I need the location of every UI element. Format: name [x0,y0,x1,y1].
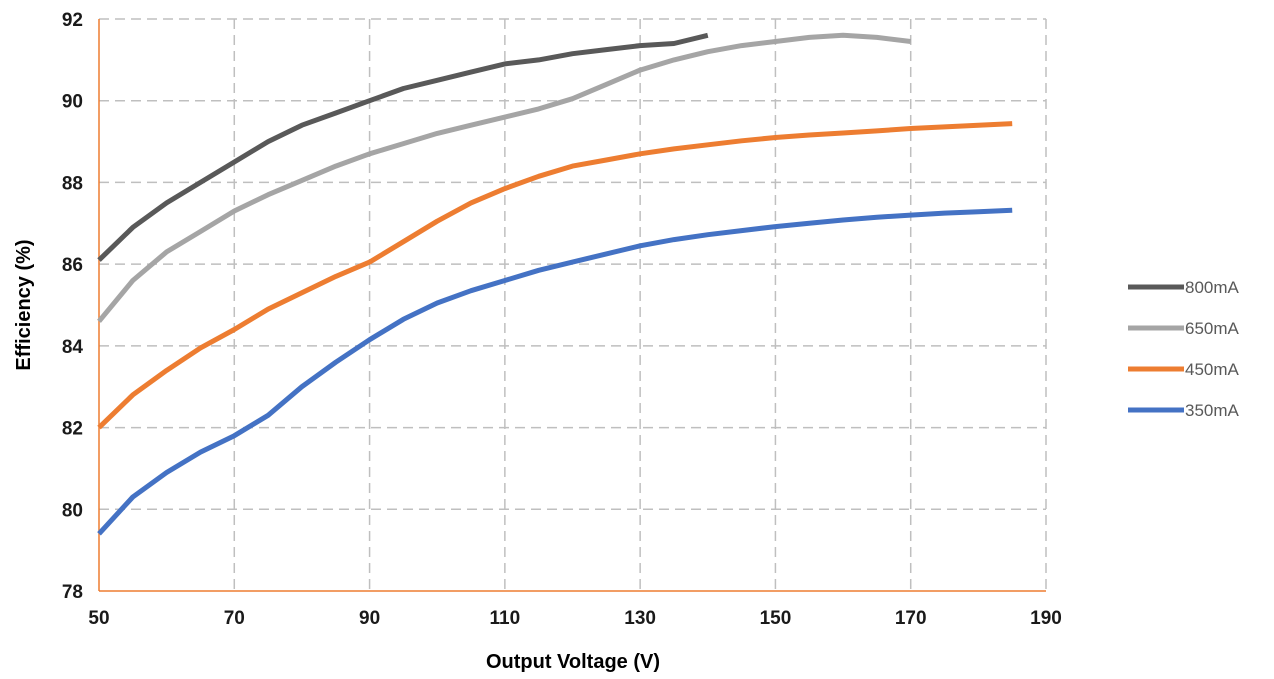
plot-area [97,32,1013,536]
y-tick-label: 86 [62,255,83,276]
legend-label: 350mA [1185,401,1240,420]
series-line-800mA [97,32,709,262]
legend-item-650mA: 650mA [1128,319,1240,338]
series-line-650mA [97,32,912,323]
legend-label: 800mA [1185,278,1240,297]
legend-item-800mA: 800mA [1128,278,1240,297]
legend-label: 650mA [1185,319,1240,338]
x-tick-label: 50 [88,608,109,629]
x-tick-label: 110 [490,608,521,629]
x-tick-label: 150 [760,608,792,629]
legend-item-350mA: 350mA [1128,401,1240,420]
legend-label: 450mA [1185,360,1240,379]
y-tick-label: 82 [62,419,83,440]
y-axis-title: Efficiency (%) [13,239,35,370]
x-tick-label: 170 [895,608,927,629]
tick-labels: 78 80 82 84 86 88 90 92 50 70 90 110 130 150 170 190 [62,10,1062,629]
y-tick-label: 80 [62,500,83,521]
y-tick-label: 88 [62,173,83,194]
series-line-450mA [97,121,1013,430]
y-tick-label: 90 [62,92,83,113]
axes [98,19,1046,592]
y-tick-label: 92 [62,10,83,31]
y-tick-label: 84 [62,337,84,358]
legend: 800mA 650mA 450mA 350mA [1128,278,1240,420]
legend-item-450mA: 450mA [1128,360,1240,379]
x-axis-title: Output Voltage (V) [486,651,660,673]
grid [99,18,1047,591]
y-tick-label: 78 [62,582,83,603]
x-tick-label: 70 [224,608,245,629]
x-tick-label: 90 [359,608,380,629]
x-tick-label: 130 [624,608,656,629]
series-line-350mA [97,207,1013,536]
x-tick-label: 190 [1030,608,1062,629]
